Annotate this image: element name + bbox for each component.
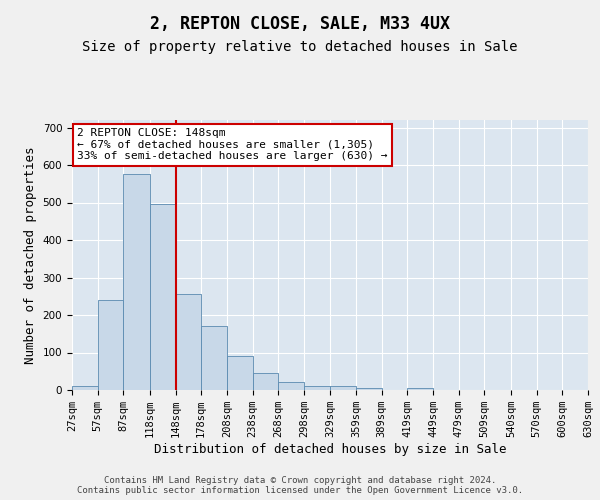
Bar <box>201 326 227 390</box>
Y-axis label: Number of detached properties: Number of detached properties <box>24 146 37 364</box>
Bar <box>227 356 253 390</box>
Text: Size of property relative to detached houses in Sale: Size of property relative to detached ho… <box>82 40 518 54</box>
Bar <box>176 294 201 390</box>
Bar <box>356 388 382 390</box>
Bar <box>407 388 433 390</box>
X-axis label: Distribution of detached houses by size in Sale: Distribution of detached houses by size … <box>154 443 506 456</box>
Bar <box>124 174 150 390</box>
Bar <box>72 386 98 390</box>
Text: 2, REPTON CLOSE, SALE, M33 4UX: 2, REPTON CLOSE, SALE, M33 4UX <box>150 15 450 33</box>
Text: Contains HM Land Registry data © Crown copyright and database right 2024.
Contai: Contains HM Land Registry data © Crown c… <box>77 476 523 495</box>
Text: 2 REPTON CLOSE: 148sqm
← 67% of detached houses are smaller (1,305)
33% of semi-: 2 REPTON CLOSE: 148sqm ← 67% of detached… <box>77 128 388 162</box>
Bar <box>150 204 176 390</box>
Bar <box>331 386 356 390</box>
Bar <box>278 382 304 390</box>
Bar <box>304 386 331 390</box>
Bar <box>98 300 124 390</box>
Bar <box>253 373 278 390</box>
